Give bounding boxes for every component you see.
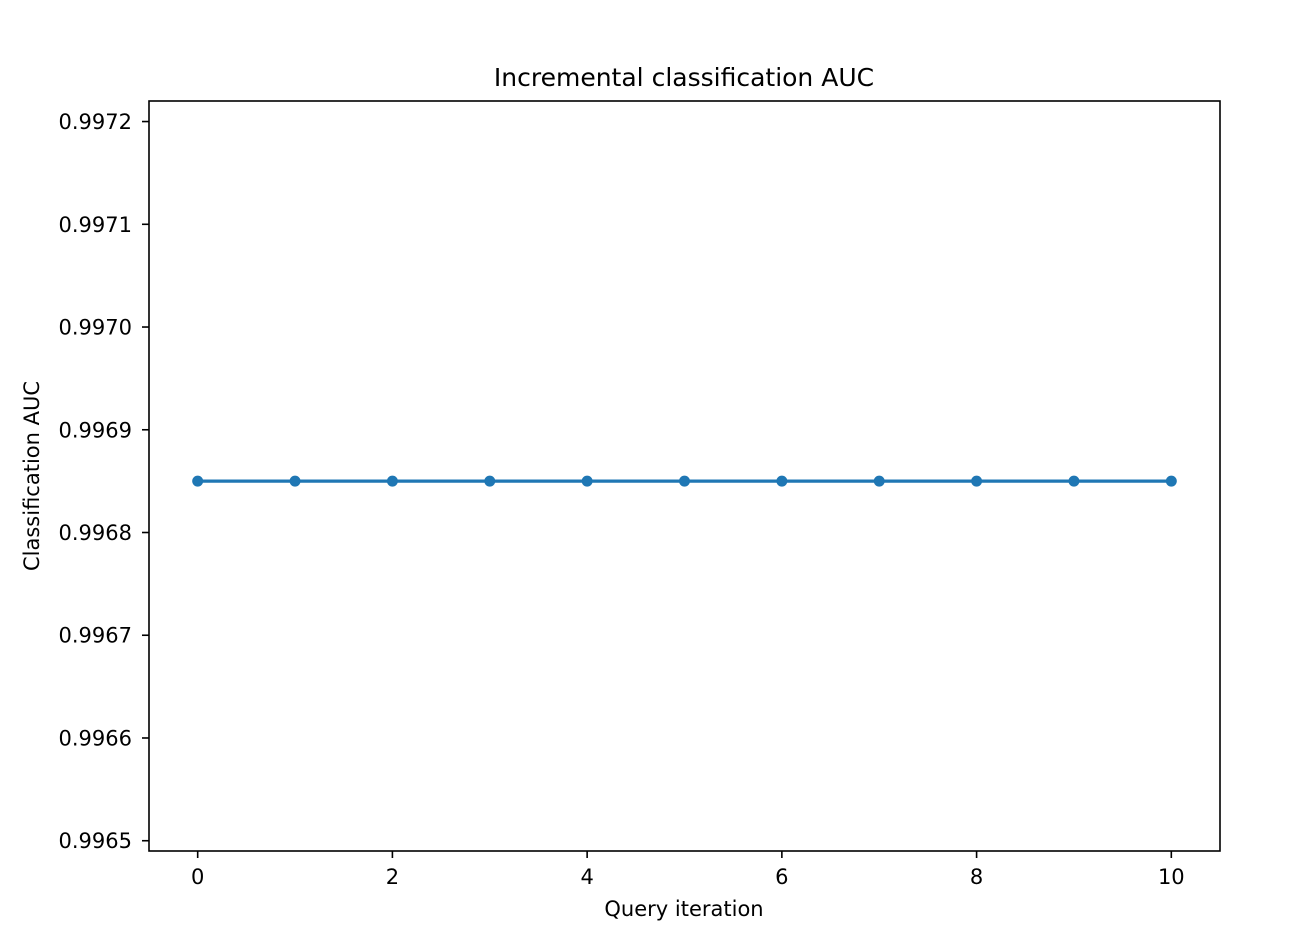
y-tick-label: 0.9966 [59, 726, 132, 750]
chart-title: Incremental classification AUC [494, 63, 874, 92]
data-point [679, 475, 690, 487]
data-point [192, 475, 204, 487]
data-point [386, 475, 398, 487]
y-axis-label: Classification AUC [20, 381, 44, 571]
data-point [776, 475, 788, 487]
data-point [971, 475, 983, 487]
y-tick-label: 0.9971 [59, 213, 132, 237]
data-point [289, 475, 301, 487]
y-tick-label: 0.9967 [59, 624, 132, 648]
y-tick-label: 0.9965 [59, 829, 132, 853]
series-layer [192, 475, 1177, 487]
x-tick-label: 4 [580, 865, 593, 889]
x-tick-label: 8 [970, 865, 983, 889]
data-point [1068, 475, 1080, 487]
y-tick-label: 0.9969 [59, 418, 132, 442]
data-point [581, 475, 593, 487]
x-tick-label: 0 [191, 865, 204, 889]
plot-frame [148, 100, 1221, 852]
x-axis-ticks: 0 2 4 6 8 10 [191, 851, 1185, 889]
y-tick-label: 0.9972 [59, 110, 132, 134]
x-tick-label: 6 [775, 865, 788, 889]
x-axis-label: Query iteration [604, 897, 763, 921]
data-point [873, 475, 885, 487]
y-tick-label: 0.9968 [59, 521, 132, 545]
y-axis-ticks: 0.9965 0.9966 0.9967 0.9968 0.9969 0.9970 0.99… [59, 110, 149, 853]
x-tick-label: 2 [386, 865, 399, 889]
x-tick-label: 10 [1158, 865, 1185, 889]
data-point [484, 475, 496, 487]
y-tick-label: 0.9970 [59, 316, 132, 340]
data-point [1165, 475, 1177, 487]
